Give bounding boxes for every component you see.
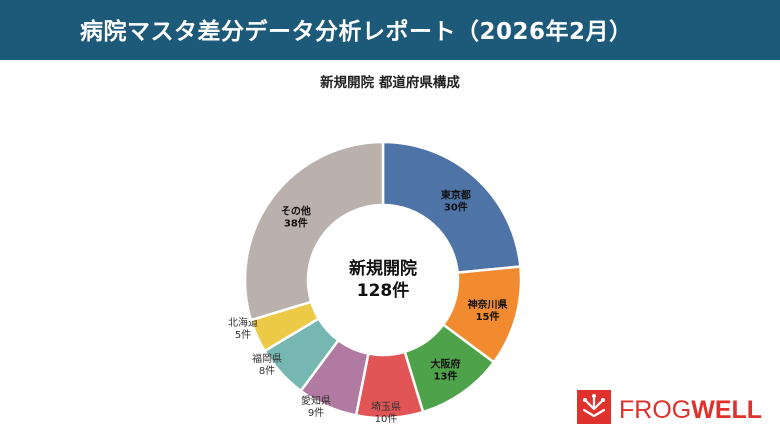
slice-value-label: 8件 [259,365,275,377]
frogwell-logo: FROGWELL [577,390,762,424]
slice-value-label: 9件 [308,407,324,419]
donut-slice [381,140,522,275]
slice-label: 大阪府 [430,358,460,371]
slice-value-label: 38件 [284,216,308,229]
slice-value-label: 13件 [434,370,458,383]
slice-label: 埼玉県 [371,400,401,413]
report-header: 病院マスタ差分データ分析レポート（2026年2月） [0,0,780,60]
slice-value-label: 15件 [476,310,500,323]
slice-value-label: 30件 [444,201,468,214]
center-label: 新規開院 [349,258,417,279]
donut-slice [243,140,385,322]
slice-value-label: 5件 [235,329,251,341]
frogwell-logo-icon [577,390,611,424]
slice-label: 福岡県 [252,352,282,365]
report-title: 病院マスタ差分データ分析レポート（2026年2月） [80,19,633,45]
slice-label: 神奈川県 [468,298,508,311]
slice-label: 東京都 [441,189,471,202]
chart-title: 新規開院 都道府県構成 [320,75,460,91]
slice-label: 愛知県 [301,394,331,407]
logo-text: FROGWELL [619,396,762,424]
slice-value-label: 10件 [375,413,398,425]
center-value: 128件 [357,280,410,301]
slice-label: その他 [281,204,311,217]
